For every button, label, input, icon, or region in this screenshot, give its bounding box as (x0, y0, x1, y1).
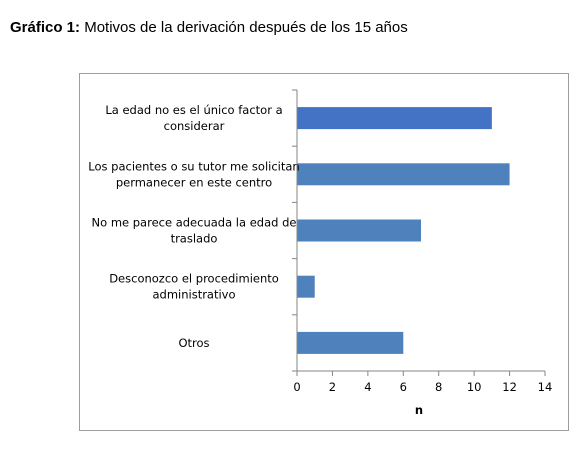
category-label-line: considerar (164, 119, 225, 133)
chart-heading-text: Motivos de la derivación después de los … (80, 19, 408, 36)
category-label-line: Los pacientes o su tutor me solicitan (88, 159, 299, 173)
x-tick-label: 0 (293, 380, 300, 394)
bar-3 (297, 219, 421, 242)
category-label-line: permanecer en este centro (116, 175, 272, 189)
category-label-line: administrativo (152, 288, 235, 302)
category-label-5: Otros (178, 336, 209, 350)
category-label-3: No me parece adecuada la edad de traslado (92, 216, 297, 246)
category-label-line: No me parece adecuada la edad de (92, 216, 297, 230)
x-tick-label: 12 (502, 380, 517, 394)
x-tick-label: 14 (538, 380, 553, 394)
bar-2 (297, 163, 510, 186)
category-label-line: La edad no es el único factor a (105, 103, 282, 117)
bar-5 (297, 331, 404, 354)
category-label-line: Otros (178, 336, 209, 350)
x-tick-label: 6 (400, 380, 407, 394)
category-label-1: La edad no es el único factor a considera… (105, 103, 282, 133)
chart-frame: La edad no es el único factor a considera… (79, 73, 569, 431)
x-tick-label: 10 (467, 380, 482, 394)
x-tick-label: 4 (364, 380, 371, 394)
bar-1 (297, 107, 492, 130)
chart-heading-prefix: Gráfico 1: (10, 19, 81, 36)
x-tick-label: 8 (435, 380, 442, 394)
category-label-line: traslado (171, 232, 218, 246)
x-tick-label: 2 (329, 380, 336, 394)
category-label-line: Desconozco el procedimiento (109, 272, 279, 286)
bar-4 (297, 275, 315, 298)
category-label-4: Desconozco el procedimiento administrativ… (109, 272, 279, 302)
x-axis-title: n (415, 403, 423, 417)
category-label-2: Los pacientes o su tutor me solicitan per… (88, 159, 299, 189)
chart-heading: Gráfico 1: Motivos de la derivación desp… (10, 19, 408, 36)
bar-chart: La edad no es el único factor a considera… (88, 89, 553, 417)
